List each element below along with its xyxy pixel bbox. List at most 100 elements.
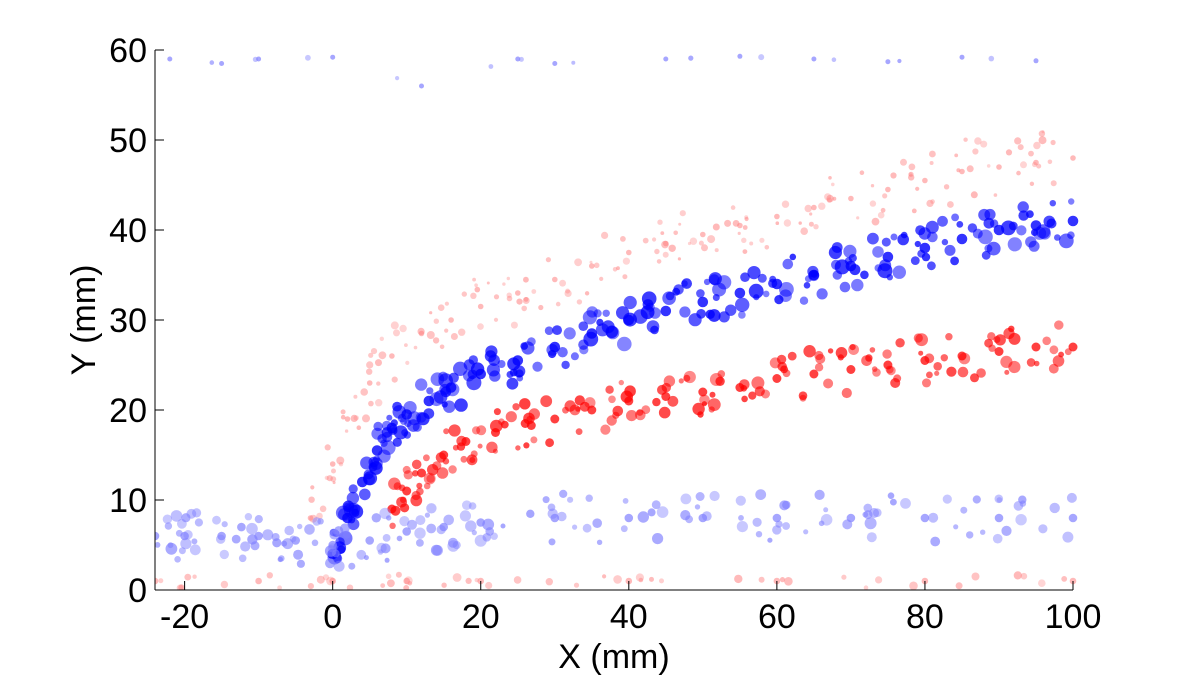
- scatter-point: [809, 369, 819, 379]
- scatter-point: [953, 524, 959, 530]
- scatter-point: [820, 514, 833, 526]
- scatter-point: [856, 216, 860, 220]
- scatter-point: [322, 574, 330, 581]
- scatter-point: [219, 549, 229, 560]
- scatter-point: [432, 545, 443, 556]
- x-axis-label: X (mm): [558, 638, 669, 676]
- scatter-point: [740, 272, 750, 283]
- scatter-point: [490, 419, 503, 433]
- scatter-point: [885, 59, 891, 65]
- scatter-point: [544, 326, 554, 336]
- scatter-point: [330, 476, 337, 482]
- scatter-point: [231, 534, 241, 544]
- scatter-point: [423, 472, 436, 485]
- scatter-point: [413, 345, 418, 350]
- scatter-point: [256, 56, 262, 62]
- scatter-point: [571, 60, 576, 65]
- scatter-point: [523, 297, 529, 302]
- scatter-point: [489, 370, 501, 382]
- scatter-point: [506, 292, 512, 298]
- scatter-point: [987, 332, 996, 341]
- scatter-point: [255, 577, 262, 585]
- scatter-point: [585, 494, 593, 502]
- scatter-point: [707, 309, 721, 322]
- scatter-point: [683, 374, 691, 382]
- scatter-point: [212, 515, 221, 525]
- scatter-point: [477, 303, 484, 310]
- scatter-point: [183, 530, 193, 540]
- scatter-point: [887, 492, 895, 500]
- scatter-point: [403, 585, 410, 590]
- scatter-point: [689, 237, 698, 245]
- scatter-point: [1068, 342, 1078, 352]
- scatter-point: [605, 385, 614, 394]
- scatter-point: [180, 538, 192, 550]
- scatter-point: [741, 237, 747, 243]
- scatter-point: [488, 64, 494, 69]
- scatter-point: [620, 236, 626, 242]
- scatter-point: [908, 172, 913, 177]
- scatter-point: [380, 543, 391, 554]
- scatter-point: [851, 278, 864, 292]
- scatter-point: [984, 338, 993, 348]
- scatter-point: [407, 581, 413, 586]
- scatter-point: [332, 481, 336, 485]
- scatter-point: [678, 222, 682, 226]
- scatter-point: [642, 237, 649, 244]
- ticks-layer: -20 0 20 40 60 80 100 0 10 20 30 40 50 60: [109, 32, 1101, 636]
- scatter-point: [742, 249, 748, 255]
- scatter-point: [816, 288, 828, 300]
- scatter-point: [277, 585, 282, 590]
- scatter-point: [988, 55, 995, 62]
- scatter-point: [940, 354, 948, 362]
- scatter-point: [180, 531, 189, 541]
- scatter-point: [470, 292, 477, 299]
- scatter-point: [929, 150, 936, 158]
- scatter-point: [356, 549, 367, 560]
- scatter-point: [956, 221, 964, 228]
- scatter-point: [380, 583, 386, 588]
- scatter-point: [742, 225, 748, 230]
- scatter-point: [662, 291, 676, 306]
- scatter-point: [375, 359, 382, 367]
- scatter-point: [803, 529, 809, 535]
- scatter-point: [877, 211, 885, 219]
- scatter-point: [155, 542, 161, 548]
- scatter-point: [174, 556, 181, 563]
- scatter-point: [444, 328, 449, 333]
- scatter-point: [386, 414, 393, 421]
- scatter-point: [477, 323, 484, 330]
- scatter-point: [601, 231, 609, 239]
- scatter-point: [774, 213, 780, 220]
- scatter-point: [1001, 525, 1012, 537]
- scatter-point: [579, 345, 589, 355]
- scatter-point: [831, 182, 835, 187]
- scatter-point: [582, 523, 592, 533]
- scatter-point: [291, 536, 301, 545]
- scatter-point: [526, 509, 535, 518]
- scatter-point: [668, 244, 676, 252]
- scatter-point: [545, 578, 553, 586]
- scatter-point: [1029, 181, 1035, 186]
- scatter-point: [390, 321, 399, 330]
- scatter-point: [410, 494, 423, 507]
- scatter-point: [162, 514, 173, 524]
- scatter-point: [441, 401, 448, 408]
- scatter-point: [1000, 355, 1013, 368]
- scatter-point: [353, 394, 358, 399]
- scatter-point: [880, 207, 886, 213]
- scatter-point: [439, 344, 445, 350]
- scatter-point: [365, 536, 375, 545]
- scatter-point: [319, 505, 327, 513]
- scatter-point: [363, 471, 378, 486]
- scatter-point: [404, 576, 413, 585]
- scatter-point: [238, 554, 247, 563]
- scatter-point: [782, 522, 790, 530]
- scatter-point: [390, 419, 398, 427]
- scatter-point: [392, 437, 402, 447]
- scatter-point: [813, 224, 819, 230]
- scatter-point: [378, 351, 387, 360]
- scatter-point: [192, 508, 202, 518]
- scatter-point: [1066, 492, 1077, 503]
- scatter-point: [616, 266, 620, 271]
